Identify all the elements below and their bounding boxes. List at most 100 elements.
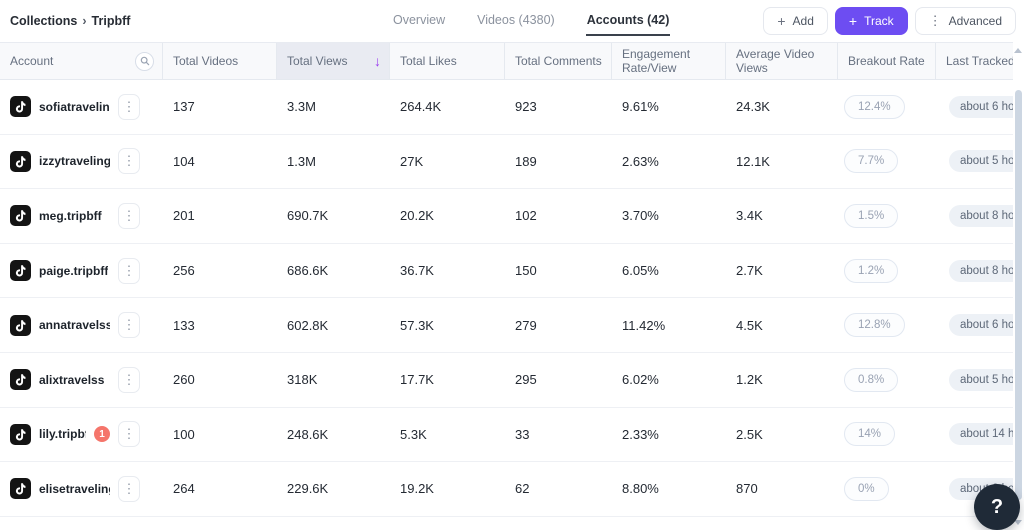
tiktok-icon [10,478,31,500]
engagement-rate-cell: 3.70% [622,208,659,224]
kebab-icon: ⋮ [122,153,136,169]
column-label: Total Videos [173,53,239,68]
total-views-cell: 602.8K [287,317,329,333]
breakout-rate-cell: 12.4% [838,94,936,119]
track-button[interactable]: + Track [834,7,908,35]
total-comments-cell: 295 [515,372,537,388]
column-header-last-tracked[interactable]: Last Tracked [936,43,1024,79]
tab-overview[interactable]: Overview [393,13,446,27]
table-row[interactable]: paige.tripbff ⋮ 256 686.6K 36.7K 150 6.0… [0,243,1024,299]
row-menu-button[interactable]: ⋮ [118,148,140,175]
scroll-down-arrow-icon[interactable] [1014,520,1022,525]
row-menu-button[interactable]: ⋮ [118,257,140,284]
scroll-up-arrow-icon[interactable] [1014,48,1022,53]
advanced-button[interactable]: ⋮ Advanced [914,7,1016,35]
tiktok-note-glyph [15,156,26,168]
total-likes-cell: 264.4K [400,99,442,115]
engagement-rate-cell: 11.42% [622,317,666,333]
table-row[interactable]: izzytraveling ⋮ 104 1.3M 27K 189 2.63% 1… [0,134,1024,190]
column-header-total-comments[interactable]: Total Comments [505,43,612,79]
column-header-account[interactable]: Account [0,43,163,79]
table-row[interactable]: meg.tripbff ⋮ 201 690.7K 20.2K 102 3.70%… [0,189,1024,244]
sort-descending-icon[interactable]: ↓ [374,52,381,69]
table-header: Account Total Videos Total Views ↓ Total… [0,42,1024,80]
column-label: Engagement Rate/View [622,46,691,75]
breakout-rate-cell: 14% [838,422,936,447]
column-label: Total Views [287,53,348,68]
column-header-breakout-rate[interactable]: Breakout Rate [838,43,936,79]
total-videos-cell: 260 [173,372,195,388]
breakout-rate-cell: 1.5% [838,203,936,228]
engagement-rate-cell: 6.05% [622,263,659,279]
last-tracked-cell: about 8 hours [936,259,1024,282]
search-icon[interactable] [135,51,154,71]
column-label: Total Likes [400,53,457,68]
tiktok-icon [10,150,31,172]
tiktok-note-glyph [15,429,26,441]
row-menu-button[interactable]: ⋮ [118,93,140,120]
magnifier-glyph [140,56,149,66]
kebab-icon: ⋮ [122,98,136,114]
help-button[interactable]: ? [974,484,1020,530]
total-likes-cell: 17.7K [400,372,434,388]
total-comments-cell: 102 [515,208,537,224]
total-videos-cell: 133 [173,317,195,333]
column-header-engagement-rate[interactable]: Engagement Rate/View [612,43,726,79]
breakout-rate-pill: 0.8% [844,367,899,392]
total-likes-cell: 57.3K [400,317,434,333]
table-row[interactable]: elisetraveling ⋮ 264 229.6K 19.2K 62 8.8… [0,462,1024,517]
tiktok-note-glyph [15,483,26,495]
scrollbar-thumb[interactable] [1015,90,1022,500]
row-menu-button[interactable]: ⋮ [118,312,140,339]
last-tracked-cell: about 5 hours [936,368,1024,391]
table-row[interactable]: sofiatraveling ⋮ 137 3.3M 264.4K 923 9.6… [0,80,1024,135]
total-comments-cell: 33 [515,426,530,442]
tab-accounts[interactable]: Accounts (42) [585,0,671,36]
total-views-cell: 229.6K [287,481,329,497]
row-menu-button[interactable]: ⋮ [118,475,140,502]
row-menu-button[interactable]: ⋮ [118,421,140,448]
breadcrumb-collections[interactable]: Collections [10,14,78,28]
breakout-rate-pill: 1.2% [844,258,899,283]
account-name: lily.tripbff [39,427,86,442]
column-header-total-likes[interactable]: Total Likes [390,43,505,79]
total-comments-cell: 279 [515,317,537,333]
total-views-cell: 318K [287,372,318,388]
account-name: annatravelsss [39,318,110,333]
total-likes-cell: 19.2K [400,481,434,497]
breakout-rate-cell: 1.2% [838,258,936,283]
tab-videos[interactable]: Videos (4380) [477,13,555,27]
total-comments-cell: 923 [515,99,537,115]
column-header-total-views[interactable]: Total Views ↓ [277,43,390,79]
table-row[interactable]: alixtravelss ⋮ 260 318K 17.7K 295 6.02% … [0,352,1024,408]
account-cell: annatravelsss ⋮ [0,312,163,339]
row-menu-button[interactable]: ⋮ [118,202,140,229]
total-views-cell: 248.6K [287,426,329,442]
account-name: alixtravelss [39,372,105,387]
average-video-views-cell: 4.5K [736,317,763,333]
table-row[interactable]: lily.tripbff 1 ⋮ 100 248.6K 5.3K 33 2.33… [0,407,1024,463]
add-button[interactable]: + Add [763,7,828,35]
total-videos-cell: 256 [173,263,195,279]
total-likes-cell: 27K [400,153,424,169]
column-header-total-videos[interactable]: Total Videos [163,43,277,79]
breadcrumb: Collections › Tripbff [10,0,130,42]
breakout-rate-cell: 7.7% [838,149,936,174]
breakout-rate-cell: 0.8% [838,367,936,392]
total-videos-cell: 100 [173,426,195,442]
total-likes-cell: 36.7K [400,263,434,279]
top-bar: Collections › Tripbff Overview Videos (4… [0,0,1024,42]
account-cell: elisetraveling ⋮ [0,475,163,502]
kebab-icon: ⋮ [122,262,136,278]
account-cell: sofiatraveling ⋮ [0,93,163,120]
account-name: sofiatraveling [39,99,110,114]
column-label: Total Comments [515,53,602,68]
account-cell: alixtravelss ⋮ [0,366,163,393]
tiktok-note-glyph [15,101,26,113]
table-row[interactable]: annatravelsss ⋮ 133 602.8K 57.3K 279 11.… [0,298,1024,353]
row-menu-button[interactable]: ⋮ [118,366,140,393]
column-header-average-video-views[interactable]: Average Video Views [726,43,838,79]
last-tracked-pill: about 6 hours [949,95,1024,118]
breakout-rate-cell: 0% [838,476,936,501]
